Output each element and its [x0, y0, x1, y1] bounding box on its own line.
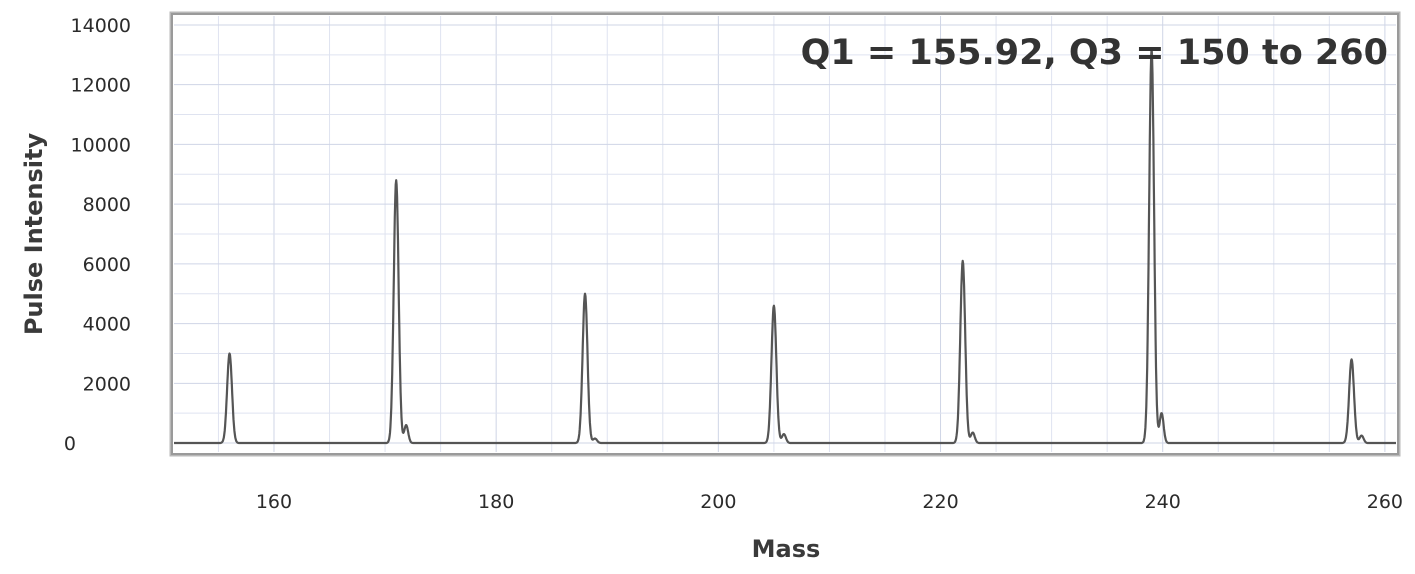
x-tick-label: 180	[478, 491, 514, 513]
x-axis-ticks: 160 180 200 220 240 260	[256, 491, 1403, 513]
y-tick-label: 14000	[71, 15, 131, 37]
annotation-text: Q1 = 155.92, Q3 = 150 to 260	[801, 33, 1388, 73]
gridlines	[174, 16, 1396, 452]
y-axis-title: Pulse Intensity	[20, 133, 48, 336]
spectrum-line	[173, 47, 1397, 445]
y-tick-label: 0	[64, 433, 76, 455]
y-tick-label: 8000	[83, 194, 131, 216]
y-tick-label: 2000	[83, 373, 131, 395]
x-tick-label: 240	[1145, 491, 1181, 513]
y-tick-label: 12000	[71, 75, 131, 97]
x-tick-label: 260	[1367, 491, 1403, 513]
x-axis-title: Mass	[752, 535, 821, 563]
y-tick-label: 6000	[83, 254, 131, 276]
y-tick-label: 10000	[71, 134, 131, 156]
x-tick-label: 200	[700, 491, 736, 513]
y-axis-ticks: 0 2000 4000 6000 8000 10000 12000 14000	[64, 15, 131, 455]
x-tick-label: 160	[256, 491, 292, 513]
y-tick-label: 4000	[83, 314, 131, 336]
x-tick-label: 220	[922, 491, 958, 513]
series-group	[173, 47, 1397, 445]
